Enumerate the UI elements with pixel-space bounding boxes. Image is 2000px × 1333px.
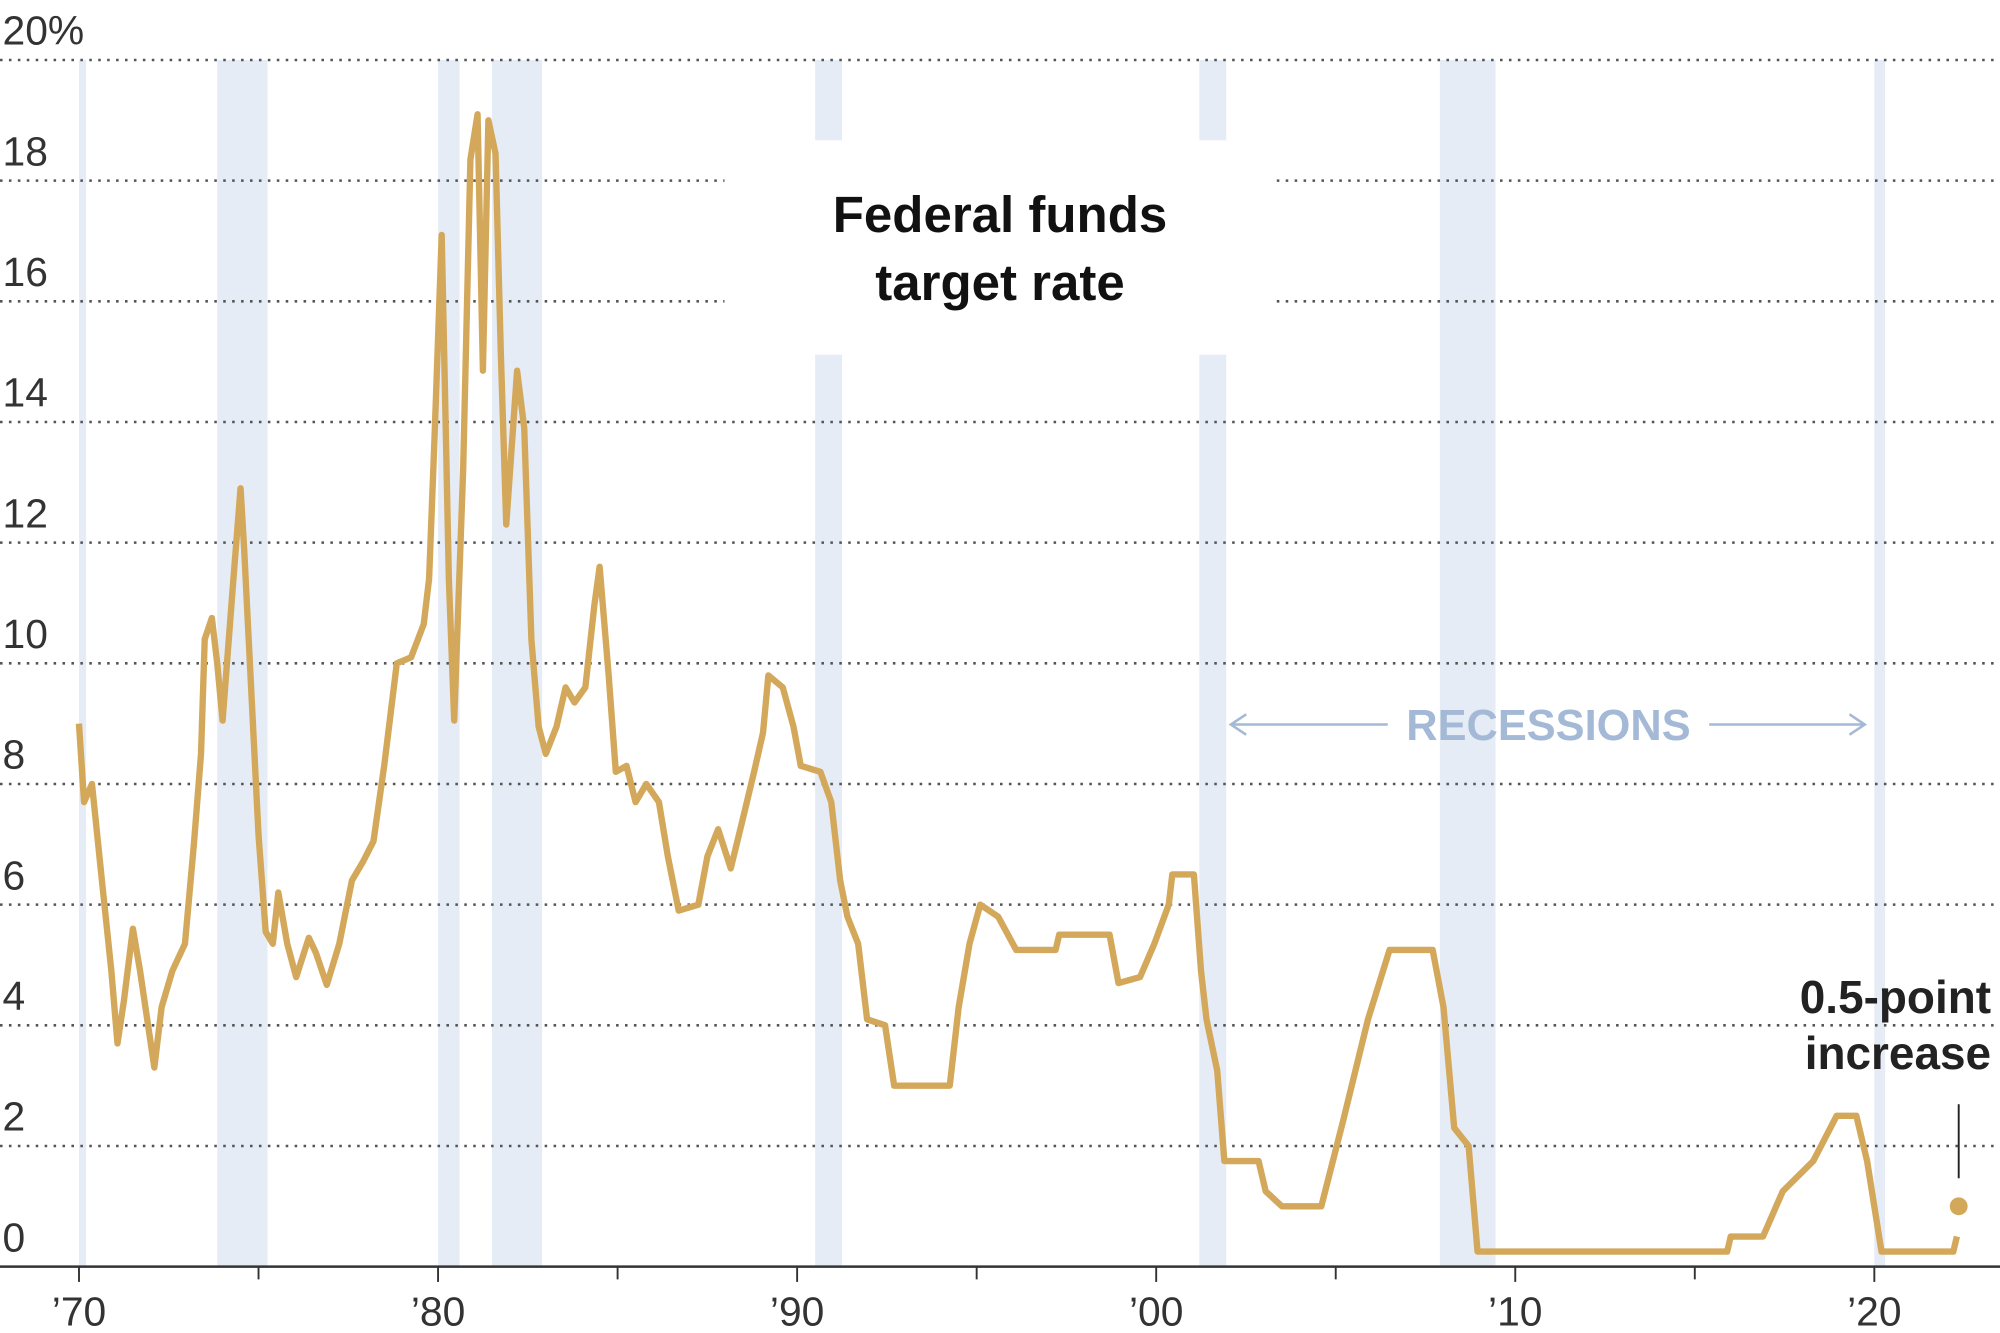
x-tick-label: ’10 — [1488, 1288, 1542, 1333]
recessions-label: RECESSIONS — [1406, 702, 1690, 750]
x-tick-label: ’20 — [1847, 1288, 1901, 1333]
annotation: increase — [1805, 1027, 1991, 1079]
y-tick-label: 10 — [3, 611, 48, 657]
title-backdrop — [724, 140, 1276, 355]
rate-line — [75, 111, 1960, 1255]
x-tick-label: ’80 — [411, 1288, 465, 1333]
x-tick-label: ’70 — [52, 1288, 106, 1333]
y-tick-label: 6 — [3, 852, 26, 898]
recession-band — [1874, 59, 1886, 1267]
y-tick-label: 0 — [3, 1214, 26, 1260]
annotation: 0.5-point — [1800, 971, 1991, 1023]
y-tick-label: 8 — [3, 732, 26, 778]
highlight-dot — [1949, 1197, 1968, 1216]
arrow-head — [1228, 713, 1247, 736]
chart-title: target rate — [875, 254, 1125, 311]
y-tick-label: 12 — [3, 490, 48, 536]
y-tick-label: 14 — [3, 370, 48, 416]
y-tick-label: 4 — [3, 973, 26, 1019]
x-tick-label: ’00 — [1129, 1288, 1183, 1333]
y-tick-label: 18 — [3, 128, 48, 174]
y-tick-label: 2 — [3, 1094, 26, 1140]
y-tick-label: 16 — [3, 249, 48, 295]
arrow-head — [1848, 713, 1868, 736]
chart-title: Federal funds — [833, 186, 1168, 243]
y-tick-label: 20% — [3, 8, 85, 54]
x-tick-label: ’90 — [770, 1288, 824, 1333]
